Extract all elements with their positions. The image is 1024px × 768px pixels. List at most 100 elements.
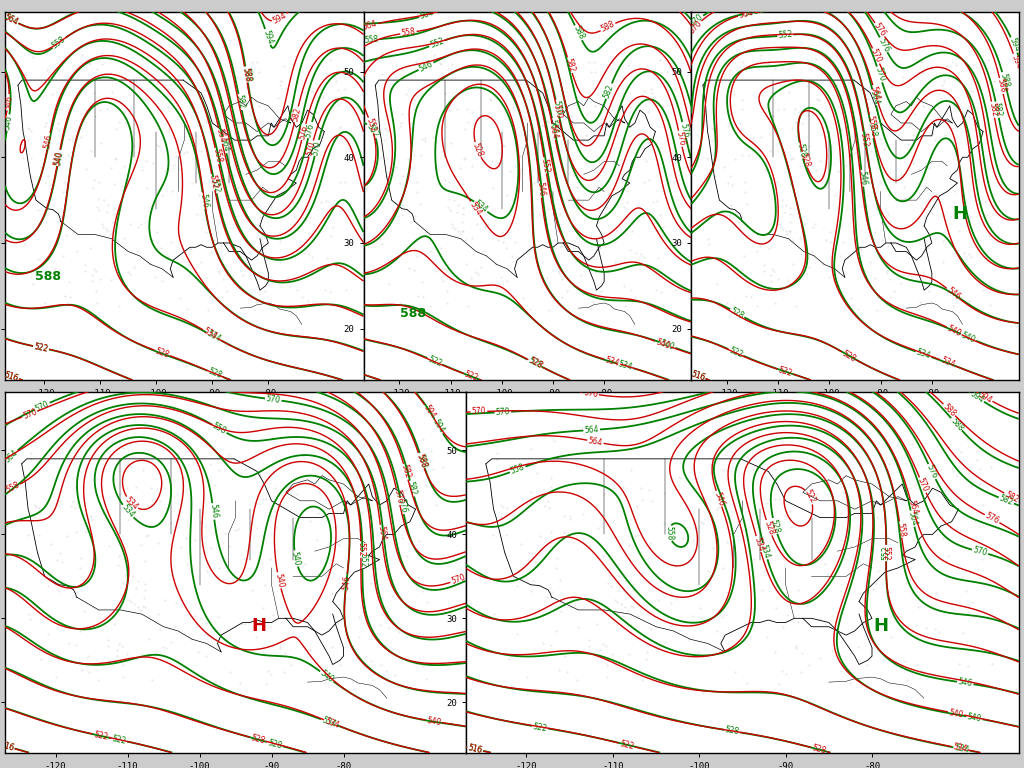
Text: 594: 594: [431, 418, 446, 435]
Text: 522: 522: [93, 730, 109, 742]
Circle shape: [949, 411, 996, 464]
Text: 558: 558: [4, 481, 22, 495]
Text: 594: 594: [977, 389, 994, 405]
Text: 552: 552: [540, 157, 551, 173]
Text: 534: 534: [472, 199, 489, 214]
Text: 522: 522: [33, 342, 49, 353]
Text: 564: 564: [906, 511, 919, 527]
Text: NOAA: NOAA: [305, 435, 322, 440]
Text: 540: 540: [654, 337, 671, 351]
Text: 564: 564: [214, 127, 226, 144]
Text: 576: 576: [304, 122, 316, 138]
Text: WPC DAY 3 500 MB FCST (GREEN)
ISSUED: 1249Z FRI MAR 28 2025
VALID:12Z MON MAR 31: WPC DAY 3 500 MB FCST (GREEN) ISSUED: 12…: [12, 476, 146, 527]
Text: 558: 558: [865, 114, 877, 131]
Text: 522: 522: [426, 354, 443, 369]
Text: 564: 564: [743, 8, 760, 18]
Text: 576: 576: [983, 511, 1000, 526]
Text: 594: 594: [271, 11, 288, 25]
Text: 588: 588: [35, 270, 61, 283]
Text: 570: 570: [496, 407, 510, 417]
Text: 570: 570: [873, 66, 886, 83]
Text: H: H: [873, 617, 888, 635]
Text: 534: 534: [120, 503, 136, 520]
Text: 528: 528: [266, 738, 283, 750]
Text: WPC DAY 5 500 MB FCST (GREEN)
ISSUED: 1249Z FRI MAR 28 2025
VALID:12Z WED APR 02: WPC DAY 5 500 MB FCST (GREEN) ISSUED: 12…: [697, 476, 831, 527]
Text: 558: 558: [211, 148, 223, 164]
Text: 534: 534: [205, 329, 222, 344]
Text: 516: 516: [0, 740, 15, 753]
Text: 570: 570: [869, 48, 883, 65]
Text: 576: 576: [674, 131, 686, 147]
Text: 528: 528: [811, 743, 827, 756]
Text: 570: 570: [450, 573, 467, 586]
Text: 522: 522: [618, 739, 635, 751]
Text: 552: 552: [429, 37, 445, 50]
Text: 516: 516: [689, 369, 707, 382]
Text: H: H: [251, 617, 266, 635]
Text: 528: 528: [729, 306, 745, 321]
Text: 534: 534: [202, 326, 219, 342]
Text: 558: 558: [665, 525, 674, 541]
Text: TUE 250401/1200V108  00Z GFS (RED): TUE 250401/1200V108 00Z GFS (RED): [407, 408, 648, 421]
Text: 570: 570: [22, 407, 38, 421]
Text: 570: 570: [915, 476, 930, 494]
Text: 570: 570: [305, 141, 317, 157]
Text: 516: 516: [3, 370, 19, 383]
Text: 588: 588: [241, 67, 252, 82]
Text: 540: 540: [426, 716, 441, 727]
Circle shape: [622, 411, 669, 464]
Text: 516: 516: [3, 370, 19, 383]
Text: 570: 570: [552, 104, 563, 120]
Text: 540: 540: [959, 330, 977, 345]
Text: 552: 552: [358, 553, 367, 568]
Text: 564: 564: [906, 499, 919, 516]
Text: 564: 564: [584, 425, 599, 435]
Text: 546: 546: [957, 677, 973, 688]
Text: 534: 534: [753, 536, 765, 552]
Text: 546: 546: [857, 170, 867, 186]
Text: 576: 576: [392, 488, 404, 505]
Text: 534: 534: [953, 743, 970, 755]
Text: WED 250402/1200V132  00Z GFS (RED): WED 250402/1200V132 00Z GFS (RED): [734, 408, 976, 421]
Text: 546: 546: [944, 286, 962, 302]
Text: 540: 540: [948, 707, 964, 720]
Text: 564: 564: [3, 448, 19, 464]
Text: 594: 594: [422, 403, 437, 420]
Text: 570: 570: [310, 140, 323, 156]
Text: 522: 522: [777, 365, 794, 378]
Text: 570: 570: [265, 394, 282, 405]
Text: 564: 564: [419, 8, 435, 22]
Text: 594: 594: [261, 28, 274, 45]
Text: 552: 552: [882, 546, 891, 561]
Text: 552: 552: [356, 542, 366, 557]
Text: 516: 516: [467, 743, 483, 755]
Text: 522: 522: [727, 346, 744, 359]
Circle shape: [954, 416, 991, 458]
Text: NOAA: NOAA: [638, 435, 653, 440]
Text: 522: 522: [112, 734, 127, 746]
Text: 570: 570: [687, 18, 703, 35]
Text: 582: 582: [291, 107, 302, 123]
Text: 594: 594: [1007, 36, 1021, 53]
Text: 576: 576: [678, 122, 690, 138]
Text: 540: 540: [53, 150, 65, 166]
Text: 540: 540: [52, 150, 65, 166]
Text: 534: 534: [951, 743, 968, 754]
Text: 576: 576: [396, 498, 408, 514]
Text: 534: 534: [123, 495, 140, 511]
Text: 528: 528: [154, 346, 170, 359]
Text: 564: 564: [868, 84, 882, 101]
Text: 516: 516: [467, 743, 483, 755]
Text: 546: 546: [341, 574, 351, 590]
Text: 564: 564: [376, 525, 387, 541]
Text: 552: 552: [859, 131, 870, 147]
Text: 558: 558: [364, 35, 379, 45]
Text: 588: 588: [941, 402, 957, 418]
Text: 564: 564: [548, 118, 559, 134]
Text: 588: 588: [416, 452, 429, 468]
Text: 540: 540: [273, 572, 285, 588]
Text: 564: 564: [218, 137, 230, 153]
Circle shape: [288, 411, 339, 464]
Text: 582: 582: [234, 94, 246, 110]
Text: 582: 582: [406, 481, 418, 497]
